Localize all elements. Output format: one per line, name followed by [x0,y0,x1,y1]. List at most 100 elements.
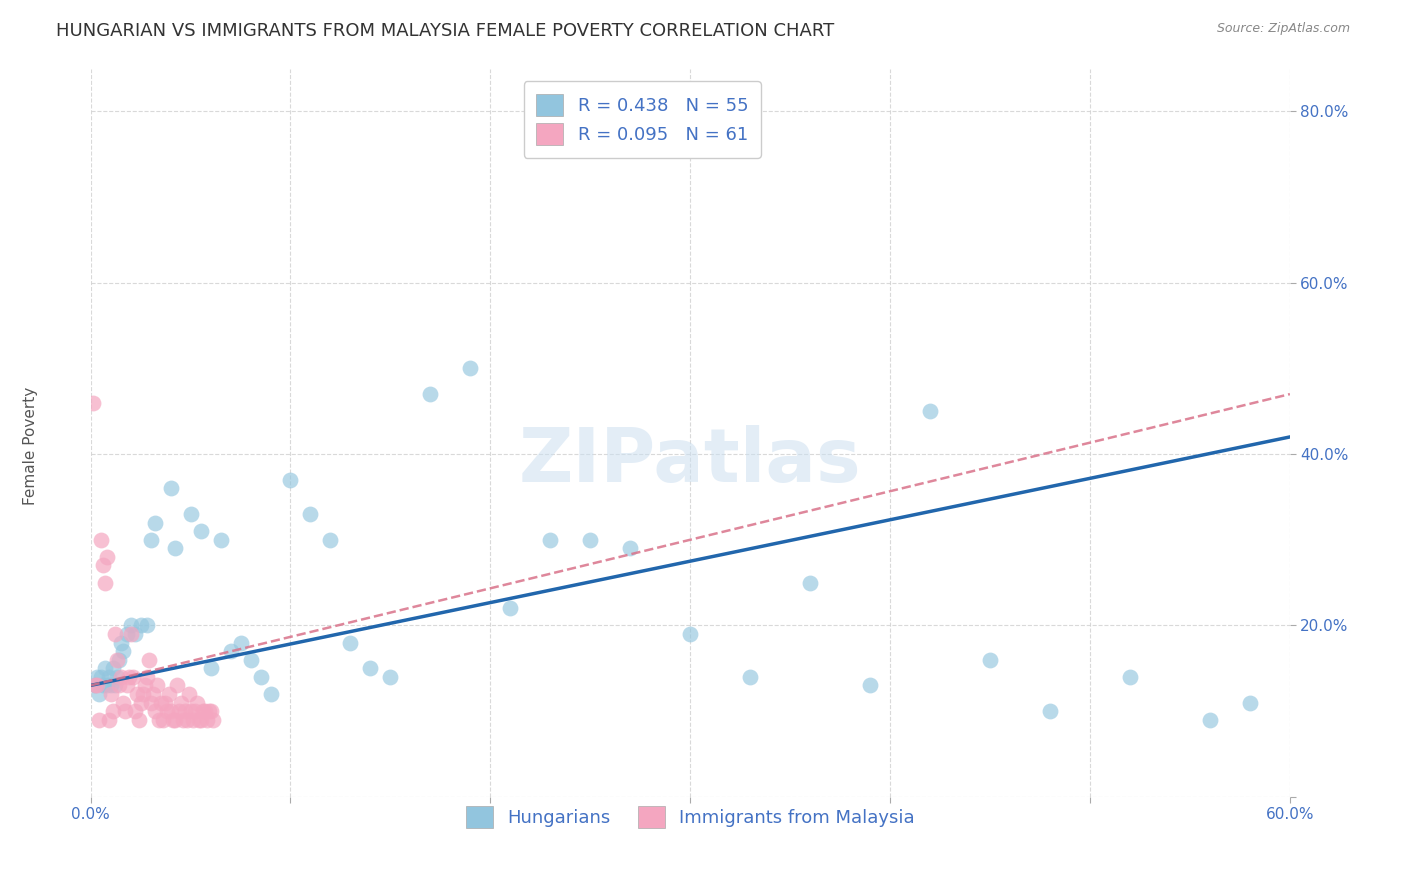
Point [104,678,127,692]
Point [460,361,482,376]
Point [83,678,105,692]
Point [111,696,134,710]
Point [169,696,191,710]
Point [124,627,146,641]
Point [87,713,110,727]
Point [180,507,202,521]
Point [100,678,122,692]
Point [419,387,441,401]
Point [129,696,152,710]
Point [193,704,215,718]
Point [201,713,224,727]
Point [90,670,112,684]
Point [579,533,602,547]
Point [142,687,165,701]
Point [191,704,214,718]
Point [162,713,184,727]
Point [219,644,242,658]
Point [155,704,177,718]
Point [97,670,120,684]
Point [96,549,118,564]
Point [380,670,402,684]
Point [200,661,222,675]
Point [190,713,212,727]
Point [139,533,162,547]
Point [139,696,162,710]
Point [280,473,302,487]
Legend: Hungarians, Immigrants from Malaysia: Hungarians, Immigrants from Malaysia [458,798,922,835]
Point [157,687,180,701]
Point [149,696,172,710]
Point [181,713,204,727]
Point [163,541,186,556]
Point [131,687,153,701]
Point [153,696,176,710]
Point [619,541,641,556]
Point [173,704,195,718]
Point [197,704,219,718]
Point [90,533,112,547]
Point [105,670,128,684]
Point [1239,696,1261,710]
Point [101,704,124,718]
Point [148,713,170,727]
Point [163,713,186,727]
Point [859,678,882,692]
Point [125,687,148,701]
Point [167,704,190,718]
Point [110,670,132,684]
Point [101,661,124,675]
Point [159,481,181,495]
Point [259,687,281,701]
Point [135,618,157,632]
Point [104,627,127,641]
Point [180,704,202,718]
Point [87,687,110,701]
Point [134,678,156,692]
Point [195,713,218,727]
Text: ZIPatlas: ZIPatlas [519,425,862,499]
Point [299,507,322,521]
Point [100,687,122,701]
Point [93,661,115,675]
Point [82,395,104,409]
Point [799,575,821,590]
Point [114,704,136,718]
Point [1119,670,1142,684]
Point [186,696,208,710]
Point [111,644,134,658]
Point [177,687,200,701]
Point [176,713,198,727]
Point [920,404,942,418]
Point [339,635,361,649]
Point [183,704,205,718]
Point [110,635,132,649]
Point [115,678,138,692]
Point [93,575,115,590]
Point [138,653,160,667]
Point [129,618,152,632]
Text: Source: ZipAtlas.com: Source: ZipAtlas.com [1216,22,1350,36]
Point [209,533,232,547]
Point [107,653,129,667]
Point [190,524,212,538]
Point [121,670,143,684]
Point [97,713,120,727]
Point [152,713,174,727]
Point [143,516,166,530]
Point [128,713,150,727]
Point [166,678,188,692]
Point [249,670,271,684]
Point [538,533,561,547]
Point [124,704,146,718]
Point [135,670,157,684]
Text: HUNGARIAN VS IMMIGRANTS FROM MALAYSIA FEMALE POVERTY CORRELATION CHART: HUNGARIAN VS IMMIGRANTS FROM MALAYSIA FE… [56,22,835,40]
Point [172,713,194,727]
Point [143,704,166,718]
Point [740,670,762,684]
Point [1199,713,1222,727]
Point [96,678,118,692]
Point [91,678,114,692]
Point [86,670,108,684]
Point [229,635,252,649]
